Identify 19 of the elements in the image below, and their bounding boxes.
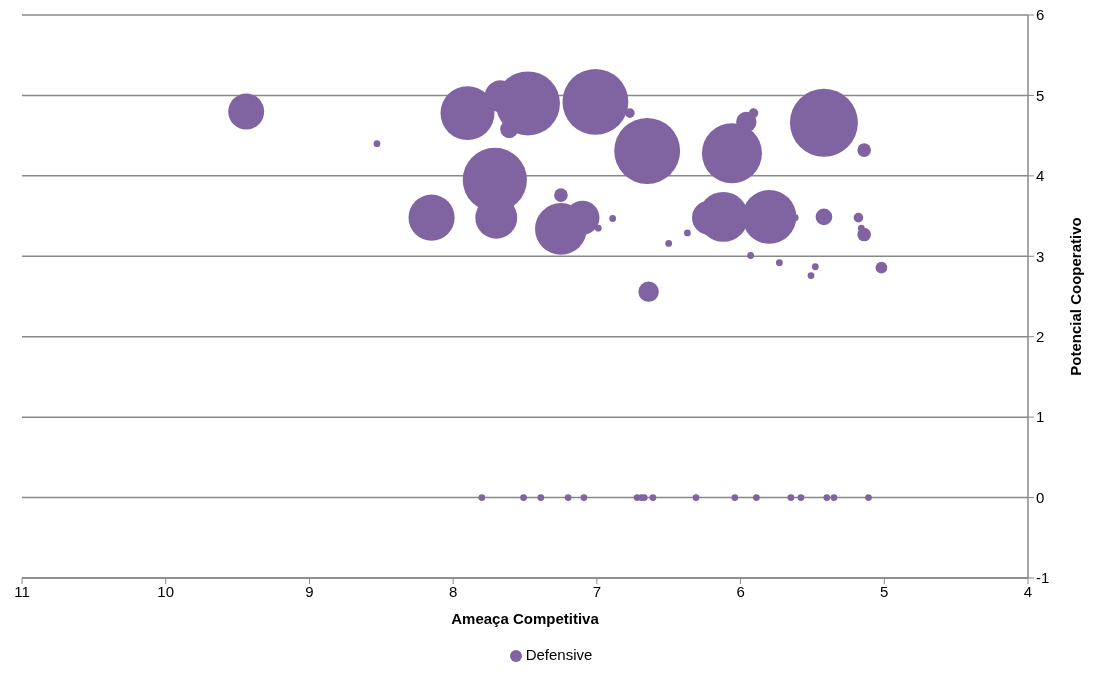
x-tick-label: 7 — [592, 582, 602, 600]
y-tick-label: 6 — [1036, 6, 1045, 24]
x-tick-label: 5 — [880, 582, 889, 600]
y-tick-label: -1 — [1036, 569, 1050, 587]
y-tick-label: 2 — [1036, 328, 1045, 346]
y-tick-label: 4 — [1036, 167, 1045, 185]
x-tick-label: 11 — [14, 582, 30, 600]
y-tick-label: 5 — [1036, 86, 1045, 104]
y-tick-label: 3 — [1036, 247, 1045, 265]
y-tick-label: 1 — [1036, 408, 1045, 426]
x-tick-label: 4 — [1023, 582, 1033, 600]
x-tick-label: 8 — [448, 582, 458, 600]
legend-label: Defensive — [525, 646, 593, 663]
y-axis-title: Potencial Cooperativo — [1067, 217, 1085, 376]
x-axis-title: Ameaça Competitiva — [451, 610, 600, 627]
x-tick-label: 10 — [157, 582, 175, 600]
y-tick-label: 0 — [1036, 488, 1045, 506]
x-tick-label: 6 — [736, 582, 745, 600]
x-tick-label: 9 — [305, 582, 314, 600]
